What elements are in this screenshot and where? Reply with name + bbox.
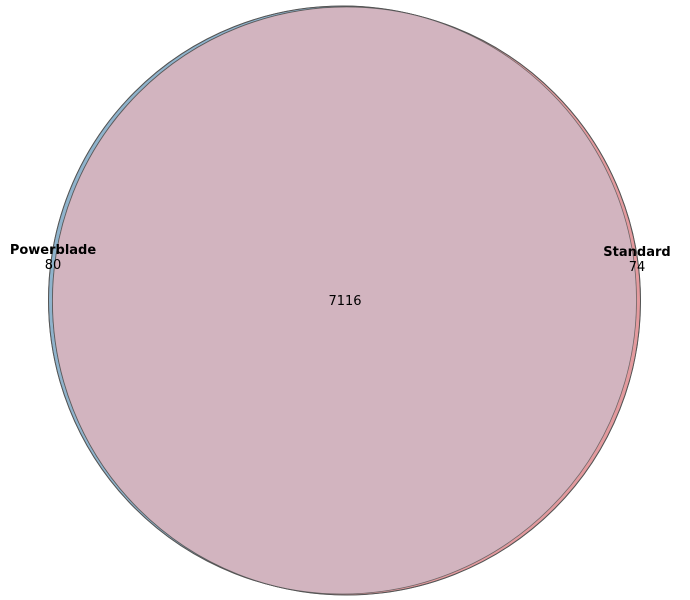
intersection-region [52,7,637,594]
powerblade-set-outline [48,5,637,595]
intersection-count: 7116 [328,294,361,309]
powerblade-set-label: Powerblade [10,243,97,258]
standard-only-count: 74 [629,260,646,275]
standard-set-outline [52,6,641,596]
powerblade-only-count: 80 [45,258,62,273]
standard-set-label: Standard [603,245,670,260]
